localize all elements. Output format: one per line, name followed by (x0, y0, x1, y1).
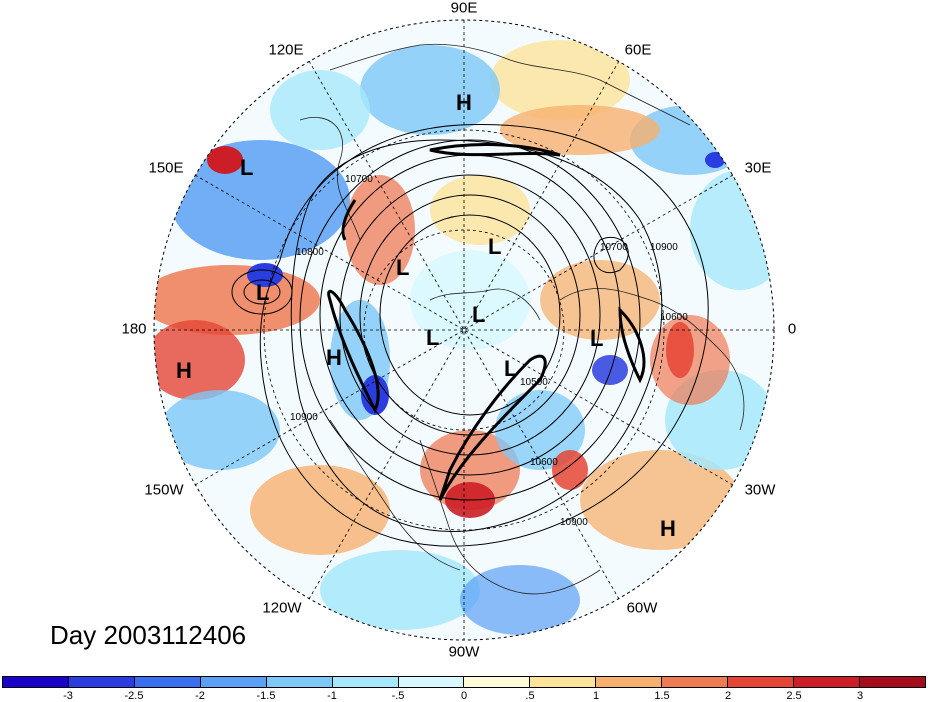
pressure-center-l: L (472, 302, 485, 327)
colorbar-cell (859, 677, 925, 687)
colorbar-cell (3, 677, 69, 687)
colorbar-cell (662, 677, 729, 687)
contour-label: 10700 (345, 174, 373, 185)
colorbar-tick-label: 1.5 (654, 690, 670, 702)
pressure-center-h: H (176, 358, 192, 383)
polar-map: 10700 10800 10900 10700 10900 10600 1050… (153, 19, 775, 641)
lon-label-120w: 120W (262, 599, 302, 617)
colorbar-cell (134, 677, 201, 687)
pressure-center-l: L (240, 155, 253, 180)
colorbar-cell (596, 677, 663, 687)
colorbar-tick-label: .5 (525, 690, 535, 702)
lon-label-90w: 90W (448, 643, 480, 661)
colorbar-tick-label: 3 (856, 690, 864, 702)
lon-label-120e: 120E (268, 41, 304, 59)
colorbar-tick-label: 2 (724, 690, 732, 702)
colorbar-cell (200, 677, 267, 687)
pressure-center-h: H (326, 345, 342, 370)
colorbar (2, 676, 926, 688)
contour-label: 10600 (660, 312, 688, 323)
colorbar-cell (728, 677, 795, 687)
lon-label-30e: 30E (744, 159, 772, 177)
colorbar-tick-label: 2.5 (786, 690, 802, 702)
colorbar-tick-label: -.5 (391, 690, 405, 702)
colorbar-tick-label: -1 (327, 690, 337, 702)
lon-label-0: 0 (787, 320, 797, 338)
pressure-center-h: H (660, 516, 676, 541)
contour-label: 10700 (600, 242, 628, 253)
pressure-center-l: L (488, 234, 501, 259)
pressure-center-l: L (590, 326, 603, 351)
contour-label: 10900 (290, 412, 318, 423)
colorbar-tick-label: -3 (63, 690, 73, 702)
colorbar-cell (332, 677, 399, 687)
jet-contours (327, 143, 646, 501)
lon-label-60e: 60E (624, 41, 652, 59)
lon-label-30w: 30W (744, 481, 776, 499)
colorbar-tick-label: 0 (460, 690, 468, 702)
lon-label-90e: 90E (450, 0, 478, 17)
colorbar-tick-label: -2 (195, 690, 205, 702)
colorbar-cell (530, 677, 597, 687)
colorbar-tick-label: -1.5 (256, 690, 276, 702)
lon-label-150w: 150W (144, 481, 184, 499)
colorbar-cell (68, 677, 135, 687)
lon-label-60w: 60W (626, 599, 658, 617)
lon-label-150e: 150E (148, 159, 184, 177)
colorbar-tick-label: 1 (592, 690, 600, 702)
contour-labels: 10700 10800 10900 10700 10900 10600 1050… (290, 174, 688, 528)
pressure-center-l: L (504, 356, 517, 381)
pressure-centers: H L L H H L L L L L L H (176, 90, 676, 541)
contour-label: 10800 (296, 247, 324, 258)
pressure-center-l: L (396, 255, 409, 280)
graticule (154, 20, 774, 640)
contour-label: 10900 (650, 242, 678, 253)
pressure-center-l: L (426, 325, 439, 350)
contour-label: 10900 (560, 517, 588, 528)
colorbar-tick-label: -2.5 (124, 690, 144, 702)
colorbar-cell (266, 677, 333, 687)
colorbar-cell (398, 677, 465, 687)
map-boundary (153, 19, 775, 641)
lon-label-180: 180 (121, 320, 147, 338)
colorbar-cell (464, 677, 531, 687)
day-title: Day 2003112406 (50, 620, 247, 650)
contour-label: 10600 (530, 457, 558, 468)
colorbar-cell (794, 677, 860, 687)
pressure-center-h: H (456, 90, 472, 115)
contour-label: 10500 (520, 377, 548, 388)
pressure-center-l: L (256, 280, 269, 305)
